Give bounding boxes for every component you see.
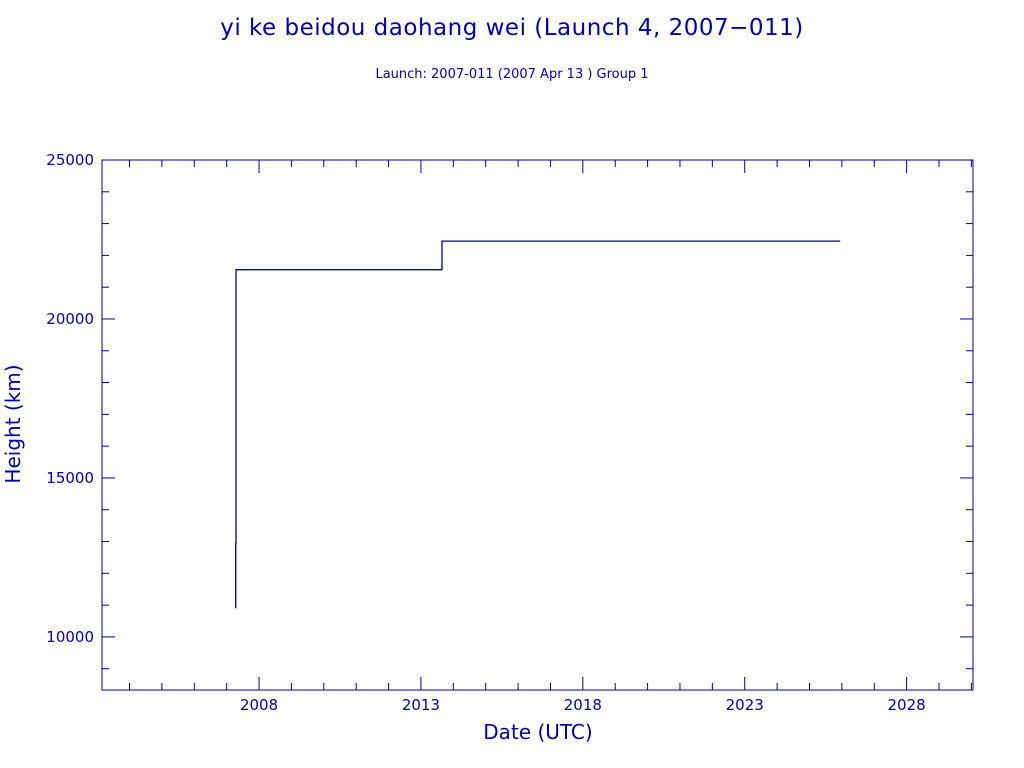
height-series-line bbox=[235, 240, 841, 609]
x-tick-label: 2008 bbox=[240, 696, 278, 714]
x-tick-label: 2013 bbox=[402, 696, 440, 714]
y-tick-label: 25000 bbox=[46, 151, 94, 169]
y-tick-label: 15000 bbox=[46, 469, 94, 487]
x-tick-label: 2023 bbox=[726, 696, 764, 714]
chart-title: yi ke beidou daohang wei (Launch 4, 2007… bbox=[220, 15, 804, 41]
plot-frame bbox=[101, 159, 974, 691]
x-axis-label: Date (UTC) bbox=[483, 720, 593, 744]
x-tick-label: 2018 bbox=[564, 696, 602, 714]
chart-subtitle: Launch: 2007-011 (2007 Apr 13 ) Group 1 bbox=[375, 67, 649, 82]
x-tick-label: 2028 bbox=[888, 696, 926, 714]
y-tick-label: 20000 bbox=[46, 310, 94, 328]
y-tick-label: 10000 bbox=[46, 628, 94, 646]
